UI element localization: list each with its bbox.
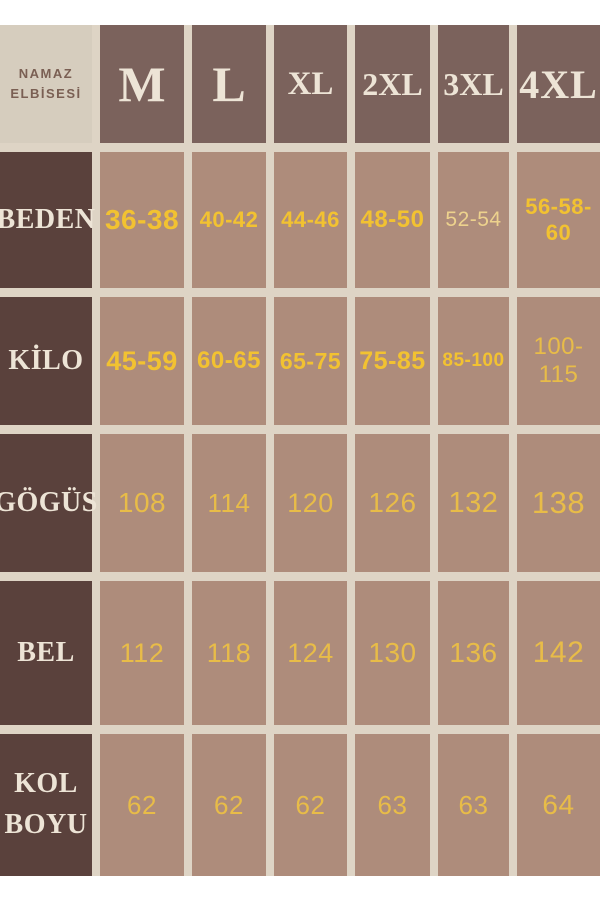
value-cell-gogus-xl: 120 [274, 434, 347, 572]
value-cell-kilo-l: 60-65 [192, 297, 266, 425]
value-cell-bel-2xl: 130 [355, 581, 430, 725]
value-cell-kilo-2xl: 75-85 [355, 297, 430, 425]
row-label-kilo: KİLO [0, 297, 92, 425]
size-chart-table: NAMAZ ELBİSESİ M L XL 2XL 3XL 4XL BEDEN … [0, 25, 600, 876]
value-cell-bel-m: 112 [100, 581, 184, 725]
row-label-beden: BEDEN [0, 152, 95, 288]
value-cell-kilo-m: 45-59 [100, 297, 184, 425]
chart-title-cell: NAMAZ ELBİSESİ [0, 25, 92, 143]
value-cell-gogus-4xl: 138 [517, 434, 600, 572]
value-cell-beden-2xl: 48-50 [355, 152, 430, 288]
value-cell-kol-4xl: 64 [517, 734, 600, 876]
column-header-m: M [100, 25, 184, 143]
row-label-bel: BEL [0, 581, 92, 725]
column-header-2xl: 2XL [355, 25, 430, 143]
value-cell-gogus-3xl: 132 [438, 434, 509, 572]
value-cell-beden-4xl: 56-58-60 [517, 152, 600, 288]
value-cell-beden-3xl: 52-54 [438, 152, 509, 288]
value-cell-bel-l: 118 [192, 581, 266, 725]
value-cell-kilo-3xl: 85-100 [438, 297, 509, 425]
value-cell-bel-3xl: 136 [438, 581, 509, 725]
value-cell-bel-xl: 124 [274, 581, 347, 725]
row-label-gogus: GÖGÜS [0, 434, 97, 572]
value-cell-kol-xl: 62 [274, 734, 347, 876]
value-cell-kol-2xl: 63 [355, 734, 430, 876]
value-cell-kilo-xl: 65-75 [274, 297, 347, 425]
chart-title-line1: NAMAZ [18, 65, 74, 81]
value-cell-gogus-2xl: 126 [355, 434, 430, 572]
value-cell-gogus-l: 114 [192, 434, 266, 572]
value-cell-beden-m: 36-38 [100, 152, 184, 288]
value-cell-beden-l: 40-42 [192, 152, 266, 288]
value-cell-kol-l: 62 [192, 734, 266, 876]
column-header-l: L [192, 25, 266, 143]
column-header-xl: XL [274, 25, 347, 143]
column-header-3xl: 3XL [438, 25, 509, 143]
column-header-4xl: 4XL [517, 25, 600, 143]
row-label-kol-boyu: KOL BOYU [0, 734, 92, 876]
value-cell-bel-4xl: 142 [517, 581, 600, 725]
chart-title-line2: ELBİSESİ [10, 86, 82, 101]
value-cell-beden-xl: 44-46 [274, 152, 347, 288]
value-cell-kilo-4xl: 100-115 [517, 297, 600, 425]
value-cell-gogus-m: 108 [100, 434, 184, 572]
value-cell-kol-3xl: 63 [438, 734, 509, 876]
value-cell-kol-m: 62 [100, 734, 184, 876]
